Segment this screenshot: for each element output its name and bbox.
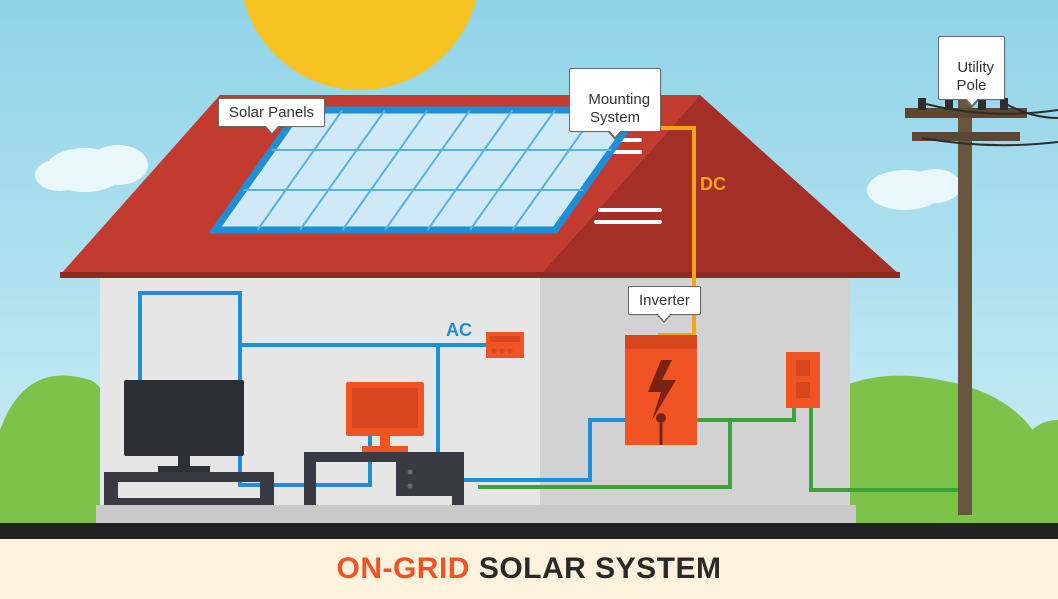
title-suffix: SOLAR SYSTEM [470,552,722,585]
diagram-root: Solar Panels Mounting System Inverter Ut… [0,0,1058,599]
label-text: Inverter [639,292,690,309]
title-prefix: ON-GRID [336,552,470,585]
label-utility-pole: Utility Pole [938,36,1005,100]
title-bar: ON-GRID SOLAR SYSTEM [0,539,1058,599]
label-text: Mounting System [588,91,650,125]
label-mounting-system: Mounting System [569,68,661,132]
label-dc: DC [700,174,726,195]
label-ac: AC [446,320,472,341]
scene-svg [0,0,1058,599]
label-text: Solar Panels [229,104,314,121]
label-inverter: Inverter [628,286,701,315]
label-solar-panels: Solar Panels [218,98,325,127]
label-text: Utility Pole [956,59,994,93]
inverter-device [625,335,697,445]
